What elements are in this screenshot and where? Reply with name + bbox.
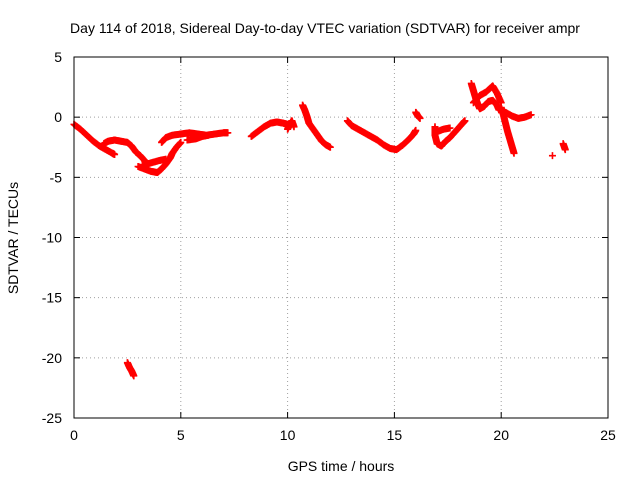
data-point — [177, 138, 185, 146]
y-axis-label: SDTVAR / TECUs — [5, 182, 21, 294]
x-tick-label: 20 — [493, 427, 509, 443]
data-point — [205, 131, 213, 139]
data-point — [326, 143, 334, 151]
data-point — [412, 126, 420, 134]
data-point — [510, 149, 518, 157]
y-tick-label: -25 — [42, 410, 62, 426]
x-tick-labels: 0 5 10 15 20 25 — [70, 427, 616, 443]
data-point — [461, 117, 469, 125]
x-tick-label: 25 — [600, 427, 616, 443]
data-points — [70, 79, 569, 380]
data-point — [561, 146, 569, 154]
data-point — [130, 372, 138, 380]
data-point — [416, 114, 424, 122]
grid-lines — [74, 57, 608, 418]
axis-ticks — [73, 56, 609, 419]
y-tick-labels: 5 0 -5 -10 -15 -20 -25 — [42, 49, 62, 426]
x-tick-label: 10 — [280, 427, 296, 443]
data-point — [224, 129, 232, 137]
data-point — [446, 124, 454, 132]
data-point — [290, 123, 298, 131]
x-axis-label: GPS time / hours — [288, 458, 395, 474]
y-tick-label: -15 — [42, 290, 62, 306]
y-tick-label: -5 — [50, 169, 63, 185]
y-tick-label: -10 — [42, 230, 62, 246]
data-point — [527, 111, 535, 119]
x-tick-label: 15 — [387, 427, 403, 443]
data-point — [548, 152, 556, 160]
y-tick-label: 5 — [54, 49, 62, 65]
y-tick-label: 0 — [54, 109, 62, 125]
data-point — [162, 155, 170, 163]
chart-title: Day 114 of 2018, Sidereal Day-to-day VTE… — [70, 20, 580, 36]
data-point — [111, 150, 119, 158]
x-tick-label: 5 — [177, 427, 185, 443]
x-tick-label: 0 — [70, 427, 78, 443]
y-tick-label: -20 — [42, 350, 62, 366]
